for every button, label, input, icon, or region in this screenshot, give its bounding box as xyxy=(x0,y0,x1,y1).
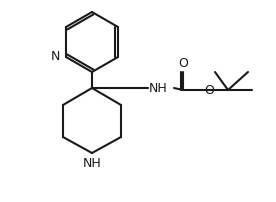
Text: O: O xyxy=(178,57,188,70)
Text: O: O xyxy=(204,83,214,97)
Text: NH: NH xyxy=(83,157,101,170)
Text: NH: NH xyxy=(149,81,168,95)
Text: N: N xyxy=(51,50,60,63)
